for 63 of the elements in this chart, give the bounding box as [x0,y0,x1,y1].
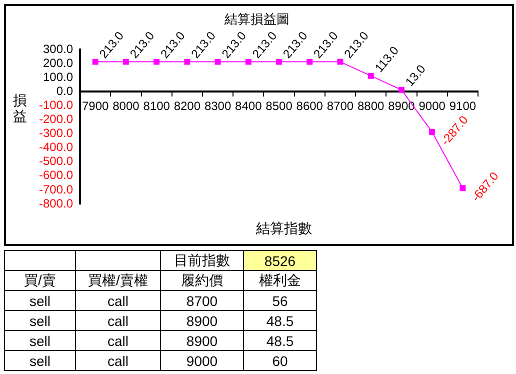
x-tick-label: 8300 [204,99,232,114]
text: 60 [272,352,288,368]
text: sell [29,352,50,368]
category-label: 履約價 [160,270,244,290]
text: 9000 [186,352,218,368]
point [92,58,98,65]
y-tick-label: 200.0 [42,56,74,70]
category-label: 買權/賣權 [76,270,160,290]
text: call [107,312,128,328]
point [276,58,282,65]
point [245,58,252,65]
point [337,58,344,65]
y-tick-label: 300.0 [42,42,74,56]
x-tick-label: 8100 [143,99,170,114]
point [398,86,404,93]
x-tick-label: 8000 [112,99,140,114]
text: 8700 [186,292,218,308]
x-tick-label: 8800 [358,99,385,114]
x-tick-label: 9000 [418,99,446,114]
y-tick-label: -100.0 [38,98,74,112]
chart-title: 結算損益圖 [224,11,290,26]
y-tick-label: -400.0 [38,140,74,154]
point [460,185,466,192]
x-axis-title: 結算指數 [256,220,312,238]
text: sell [29,312,50,328]
text: 48.5 [266,332,294,348]
y-tick-label: -200.0 [38,112,74,126]
x-tick-label: 8700 [326,99,354,114]
text: 8900 [186,332,218,348]
y-tick-label: -800.0 [38,196,74,210]
point [429,129,436,135]
y-tick-label: -500.0 [38,154,74,168]
y-tick-label: -600.0 [38,168,74,182]
y-axis-title: 損益 [12,92,28,124]
y-tick-label: -700.0 [38,182,74,196]
x-tick-label: 9100 [449,99,476,114]
text: call [107,352,128,368]
x-tick-label: 8200 [174,99,201,114]
point [368,72,374,79]
point [214,58,221,65]
text: 8526 [264,252,296,268]
category-label: 買/賣 [4,270,76,290]
x-tick-label: 8900 [388,99,416,114]
text: call [107,332,128,348]
y-tick-label: 0.0 [56,84,74,98]
y-tick-label: 100.0 [42,70,74,84]
text: 目前指數 [174,252,230,268]
x-tick-label: 8400 [235,99,262,114]
x-tick-label: 7900 [82,99,109,114]
x-tick-label: 8500 [266,99,293,114]
x-tick-label: 8600 [296,99,324,114]
point [184,58,190,65]
text: sell [29,332,50,348]
text: 8900 [186,312,218,328]
text: call [107,292,128,308]
point [122,58,129,65]
text: 56 [272,292,288,308]
y-tick-label: -300.0 [38,126,74,140]
point [306,58,313,65]
category-label: 權利金 [244,270,316,290]
text: 48.5 [266,312,294,328]
text: sell [29,292,50,308]
point [154,58,160,65]
